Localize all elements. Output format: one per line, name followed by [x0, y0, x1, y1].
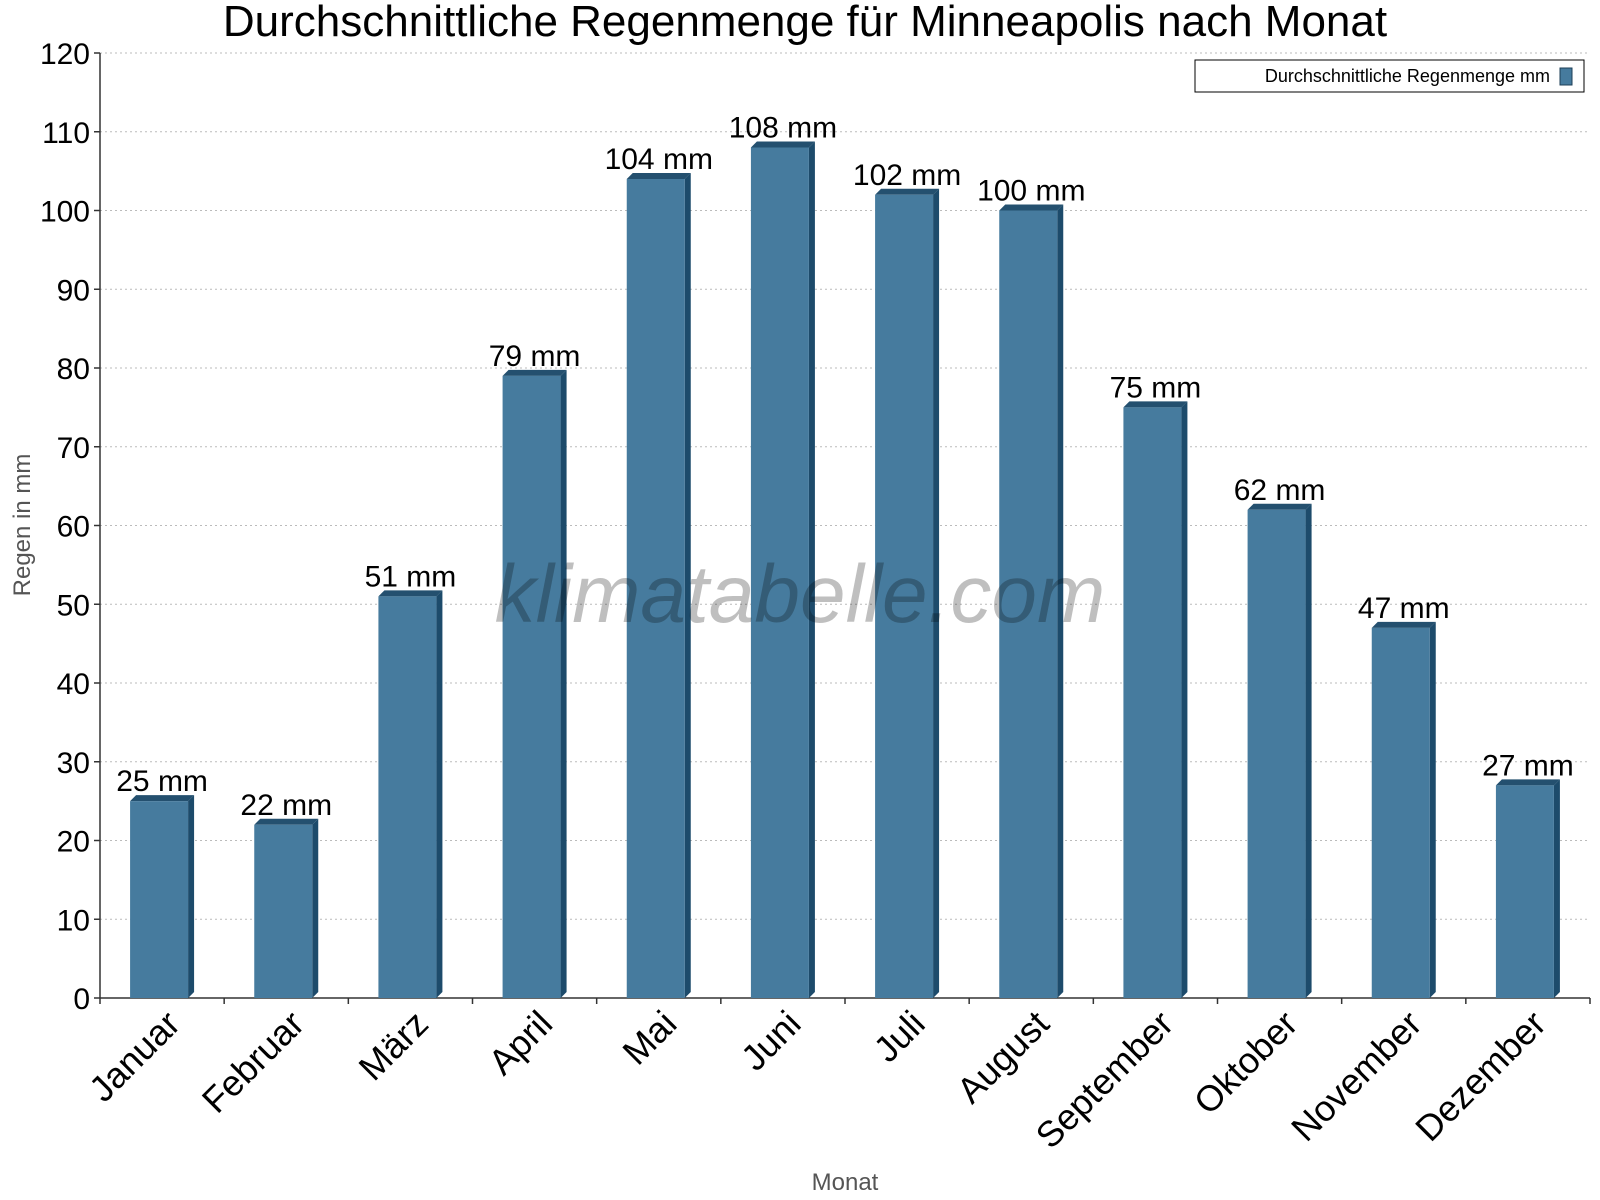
bar-september	[1123, 401, 1188, 998]
y-tick-label: 20	[57, 826, 90, 859]
bar-side	[1305, 503, 1312, 998]
bar-top	[999, 204, 1064, 211]
bar-value-label: 62 mm	[1234, 474, 1326, 507]
bar-side	[684, 173, 691, 998]
y-tick-label: 60	[57, 511, 90, 544]
x-tick-label: März	[351, 1003, 437, 1089]
bar-februar	[254, 818, 319, 998]
bar-front	[875, 194, 934, 998]
y-tick-label: 120	[40, 38, 90, 71]
y-tick-label: 40	[57, 668, 90, 701]
bar-value-label: 75 mm	[1110, 371, 1202, 404]
bar-august	[999, 204, 1064, 998]
y-axis-label: Regen in mm	[9, 454, 36, 597]
legend-label: Durchschnittliche Regenmenge mm	[1265, 66, 1550, 86]
bar-top	[502, 369, 567, 376]
x-tick-label: April	[480, 1003, 560, 1083]
bar-value-label: 22 mm	[240, 789, 332, 822]
bar-value-label: 25 mm	[116, 765, 208, 798]
bar-value-label: 100 mm	[977, 175, 1085, 208]
bar-juni	[750, 141, 815, 998]
bar-side	[1181, 401, 1188, 998]
y-axis: 0 10 20 30 40 50 60 70 80 90 100 110 120	[40, 38, 101, 1016]
bar-front	[1495, 785, 1554, 998]
bar-value-label: 102 mm	[853, 159, 961, 192]
watermark: klimatabelle.com	[495, 549, 1106, 640]
bar-front	[999, 210, 1058, 998]
bar-top	[875, 188, 940, 195]
bar-value-label: 79 mm	[489, 340, 581, 373]
bar-top	[378, 590, 443, 597]
bar-märz	[378, 590, 443, 998]
bar-april	[502, 369, 567, 998]
y-tick-label: 10	[57, 904, 90, 937]
bar-value-label: 108 mm	[729, 112, 837, 145]
bar-value-label: 104 mm	[605, 143, 713, 176]
bar-side	[933, 188, 940, 998]
x-tick-label: Mai	[614, 1003, 684, 1073]
bar-top	[750, 141, 815, 148]
y-tick-label: 0	[73, 983, 90, 1016]
x-axis-label: Monat	[812, 1169, 879, 1196]
y-tick-label: 80	[57, 353, 90, 386]
y-tick-label: 30	[57, 747, 90, 780]
bar-januar	[130, 795, 195, 998]
gridlines	[100, 52, 1590, 920]
bar-front	[502, 375, 561, 998]
y-tick-label: 100	[40, 196, 90, 229]
x-tick-label: Juli	[866, 1003, 933, 1070]
y-tick-label: 90	[57, 274, 90, 307]
y-tick-label: 110	[42, 117, 90, 150]
legend-box	[1194, 59, 1585, 93]
y-tick-label: 50	[57, 589, 90, 622]
bar-front	[254, 824, 313, 998]
chart-title: Durchschnittliche Regenmenge für Minneap…	[223, 0, 1387, 46]
x-axis: Januar Februar März April Mai Juni Juli AugustS…	[81, 997, 1591, 1156]
bar-november	[1371, 621, 1436, 998]
bar-top	[1247, 503, 1312, 510]
bar-side	[436, 590, 443, 998]
legend-swatch	[1559, 67, 1573, 86]
x-tick-label: Februar	[194, 1003, 312, 1121]
y-tick-label: 70	[57, 432, 90, 465]
bar-value-label: 27 mm	[1482, 749, 1574, 782]
bar-side	[1057, 204, 1064, 998]
bar-side	[808, 141, 815, 998]
bar-top	[254, 818, 319, 825]
legend: Durchschnittliche Regenmenge mm	[1194, 59, 1585, 93]
bar-side	[1429, 621, 1436, 998]
x-tick-label: November	[1283, 1003, 1429, 1149]
x-tick-label: Juni	[733, 1003, 809, 1079]
bar-juli	[875, 188, 940, 998]
bar-front	[626, 179, 685, 998]
bar-top	[1495, 779, 1560, 786]
bar-value-label: 51 mm	[365, 560, 457, 593]
bar-front	[130, 801, 189, 998]
bar-top	[130, 795, 195, 802]
x-tick-label: Oktober	[1186, 1003, 1306, 1123]
bar-front	[1123, 407, 1182, 998]
bar-side	[560, 369, 567, 998]
bars: 25 mm 22 mm 51 mm 79 mm 104 mm 108 mm 102 mm 10…	[116, 112, 1574, 998]
x-tick-label: August	[949, 1003, 1057, 1111]
bar-side	[1553, 779, 1560, 998]
bar-front	[1371, 627, 1430, 998]
bar-side	[188, 795, 195, 998]
bar-front	[1247, 509, 1306, 998]
x-tick-label: Januar	[81, 1003, 188, 1110]
x-tick-label: Dezember	[1407, 1003, 1553, 1149]
bar-front	[750, 147, 809, 998]
bar-front	[378, 596, 437, 998]
bar-top	[1371, 621, 1436, 628]
bar-dezember	[1495, 779, 1560, 998]
bar-oktober	[1247, 503, 1312, 998]
bar-side	[312, 818, 319, 998]
bar-mai	[626, 173, 691, 998]
bar-top	[1123, 401, 1188, 408]
bar-value-label: 47 mm	[1358, 592, 1450, 625]
bar-top	[626, 173, 691, 179]
